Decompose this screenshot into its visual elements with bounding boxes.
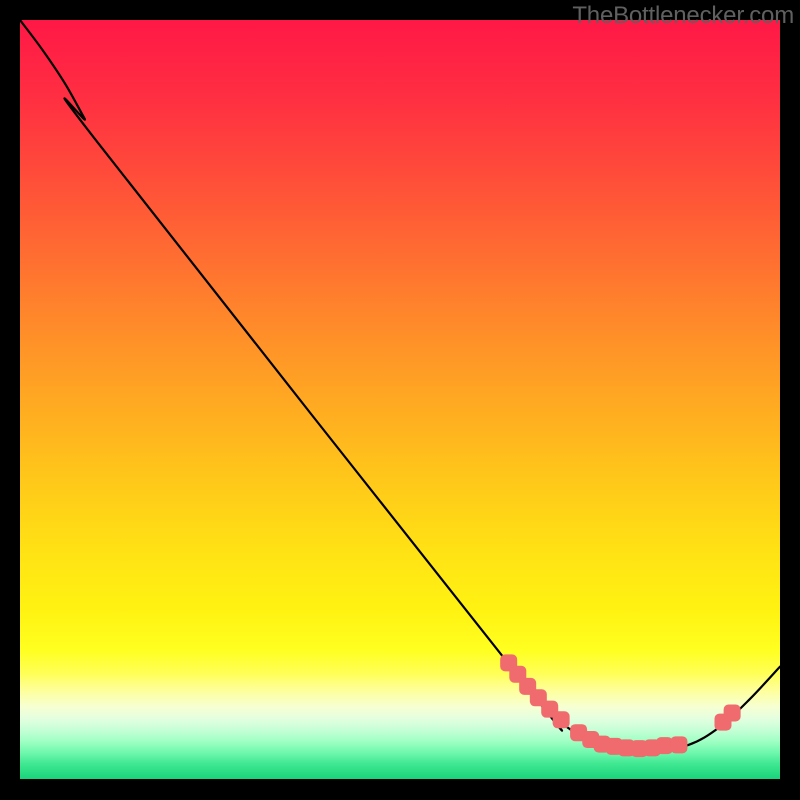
gradient-background [20,20,780,779]
data-bead [670,736,687,753]
data-bead [724,704,741,721]
plot-svg [20,20,780,779]
chart-root: TheBottlenecker.com [0,0,800,800]
plot-area [20,20,780,779]
watermark-text: TheBottlenecker.com [572,2,794,30]
data-bead [553,711,570,728]
